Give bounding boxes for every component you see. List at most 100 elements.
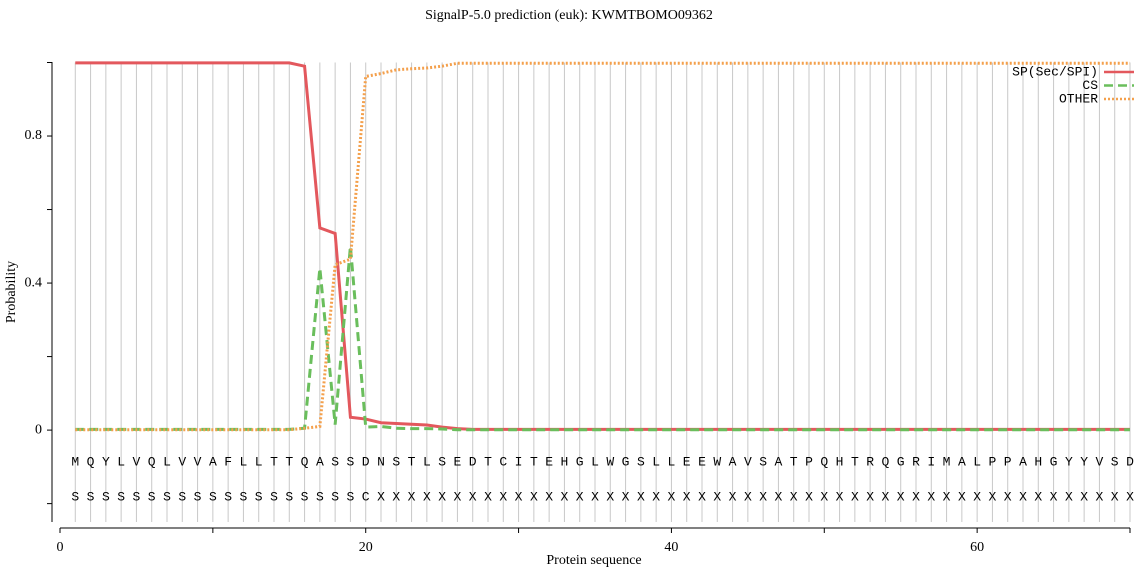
residue-label: X — [622, 489, 630, 504]
residue: G — [576, 454, 584, 469]
residue: H — [1034, 454, 1042, 469]
residue: P — [989, 454, 997, 469]
residue-label: S — [178, 489, 186, 504]
residue: S — [438, 454, 446, 469]
residue: L — [117, 454, 125, 469]
residue-label: S — [285, 489, 293, 504]
residue: L — [163, 454, 171, 469]
residue: S — [1111, 454, 1119, 469]
residue-label: X — [683, 489, 691, 504]
residue: I — [515, 454, 523, 469]
residue: D — [1126, 454, 1134, 469]
residue: P — [805, 454, 813, 469]
residue: E — [545, 454, 553, 469]
residue: A — [775, 454, 783, 469]
residue-label: X — [530, 489, 538, 504]
residue: I — [927, 454, 935, 469]
x-tick-label: 0 — [57, 540, 64, 555]
residue-label: X — [698, 489, 706, 504]
residue-label: X — [851, 489, 859, 504]
residue-label: X — [836, 489, 844, 504]
y-tick-label: 0 — [35, 422, 42, 437]
residue: R — [912, 454, 920, 469]
residue-label: S — [316, 489, 324, 504]
residue: V — [133, 454, 141, 469]
residue: T — [270, 454, 278, 469]
residue-label: X — [499, 489, 507, 504]
residue-label: X — [423, 489, 431, 504]
series-line — [75, 61, 1130, 432]
residue: P — [1004, 454, 1012, 469]
residue-label: X — [989, 489, 997, 504]
residue: L — [652, 454, 660, 469]
residue: N — [377, 454, 385, 469]
residue-label: X — [606, 489, 614, 504]
residue-label: X — [882, 489, 890, 504]
residue: H — [836, 454, 844, 469]
residue-label: X — [637, 489, 645, 504]
x-axis-label: Protein sequence — [546, 553, 641, 568]
residue-label: X — [668, 489, 676, 504]
residue: T — [851, 454, 859, 469]
chart-title: SignalP-5.0 prediction (euk): KWMTBOMO09… — [425, 8, 713, 23]
residue-label: X — [438, 489, 446, 504]
residue: D — [362, 454, 370, 469]
residue-label: S — [71, 489, 79, 504]
residue-label: X — [958, 489, 966, 504]
residue-label: S — [224, 489, 232, 504]
residue: W — [713, 454, 721, 469]
residue-label: X — [1004, 489, 1012, 504]
residue: S — [392, 454, 400, 469]
residue-label: X — [1096, 489, 1104, 504]
residue-label: X — [515, 489, 523, 504]
y-axis-label: Probability — [4, 261, 19, 323]
residue-label: X — [408, 489, 416, 504]
series-line — [75, 61, 1130, 431]
residue: A — [958, 454, 966, 469]
x-tick-label: 40 — [664, 540, 678, 555]
residue-label: S — [331, 489, 339, 504]
residue: D — [469, 454, 477, 469]
residue-label: X — [897, 489, 905, 504]
residue-label: X — [973, 489, 981, 504]
residue-label: X — [576, 489, 584, 504]
residue: M — [71, 454, 79, 469]
residue: V — [744, 454, 752, 469]
residue: Q — [148, 454, 156, 469]
residue-label: S — [148, 489, 156, 504]
residue-label: X — [392, 489, 400, 504]
residue: Q — [87, 454, 95, 469]
residue: G — [1050, 454, 1058, 469]
x-tick-label: 20 — [359, 540, 373, 555]
residue: R — [866, 454, 874, 469]
residue-label: X — [1065, 489, 1073, 504]
residue: H — [561, 454, 569, 469]
residue-label: X — [775, 489, 783, 504]
residue-label: X — [652, 489, 660, 504]
y-tick-label: 0.4 — [25, 275, 43, 290]
residue: G — [622, 454, 630, 469]
residue-label: S — [102, 489, 110, 504]
residue: T — [790, 454, 798, 469]
residue-label: S — [194, 489, 202, 504]
legend-label: SP(Sec/SPI) — [1012, 64, 1098, 79]
residue: L — [668, 454, 676, 469]
residue: M — [943, 454, 951, 469]
residue: A — [729, 454, 737, 469]
residue-label: X — [1034, 489, 1042, 504]
residue-label: X — [943, 489, 951, 504]
residue: T — [484, 454, 492, 469]
residue-label: X — [484, 489, 492, 504]
residue-label: X — [469, 489, 477, 504]
residue-label: S — [255, 489, 263, 504]
residue-label: X — [1019, 489, 1027, 504]
residue: T — [530, 454, 538, 469]
residue: V — [194, 454, 202, 469]
residue: S — [637, 454, 645, 469]
legend-label: CS — [1082, 78, 1098, 93]
legend-label: OTHER — [1059, 91, 1098, 106]
residue: A — [316, 454, 324, 469]
residue-label: X — [1050, 489, 1058, 504]
residue: Y — [1080, 454, 1088, 469]
